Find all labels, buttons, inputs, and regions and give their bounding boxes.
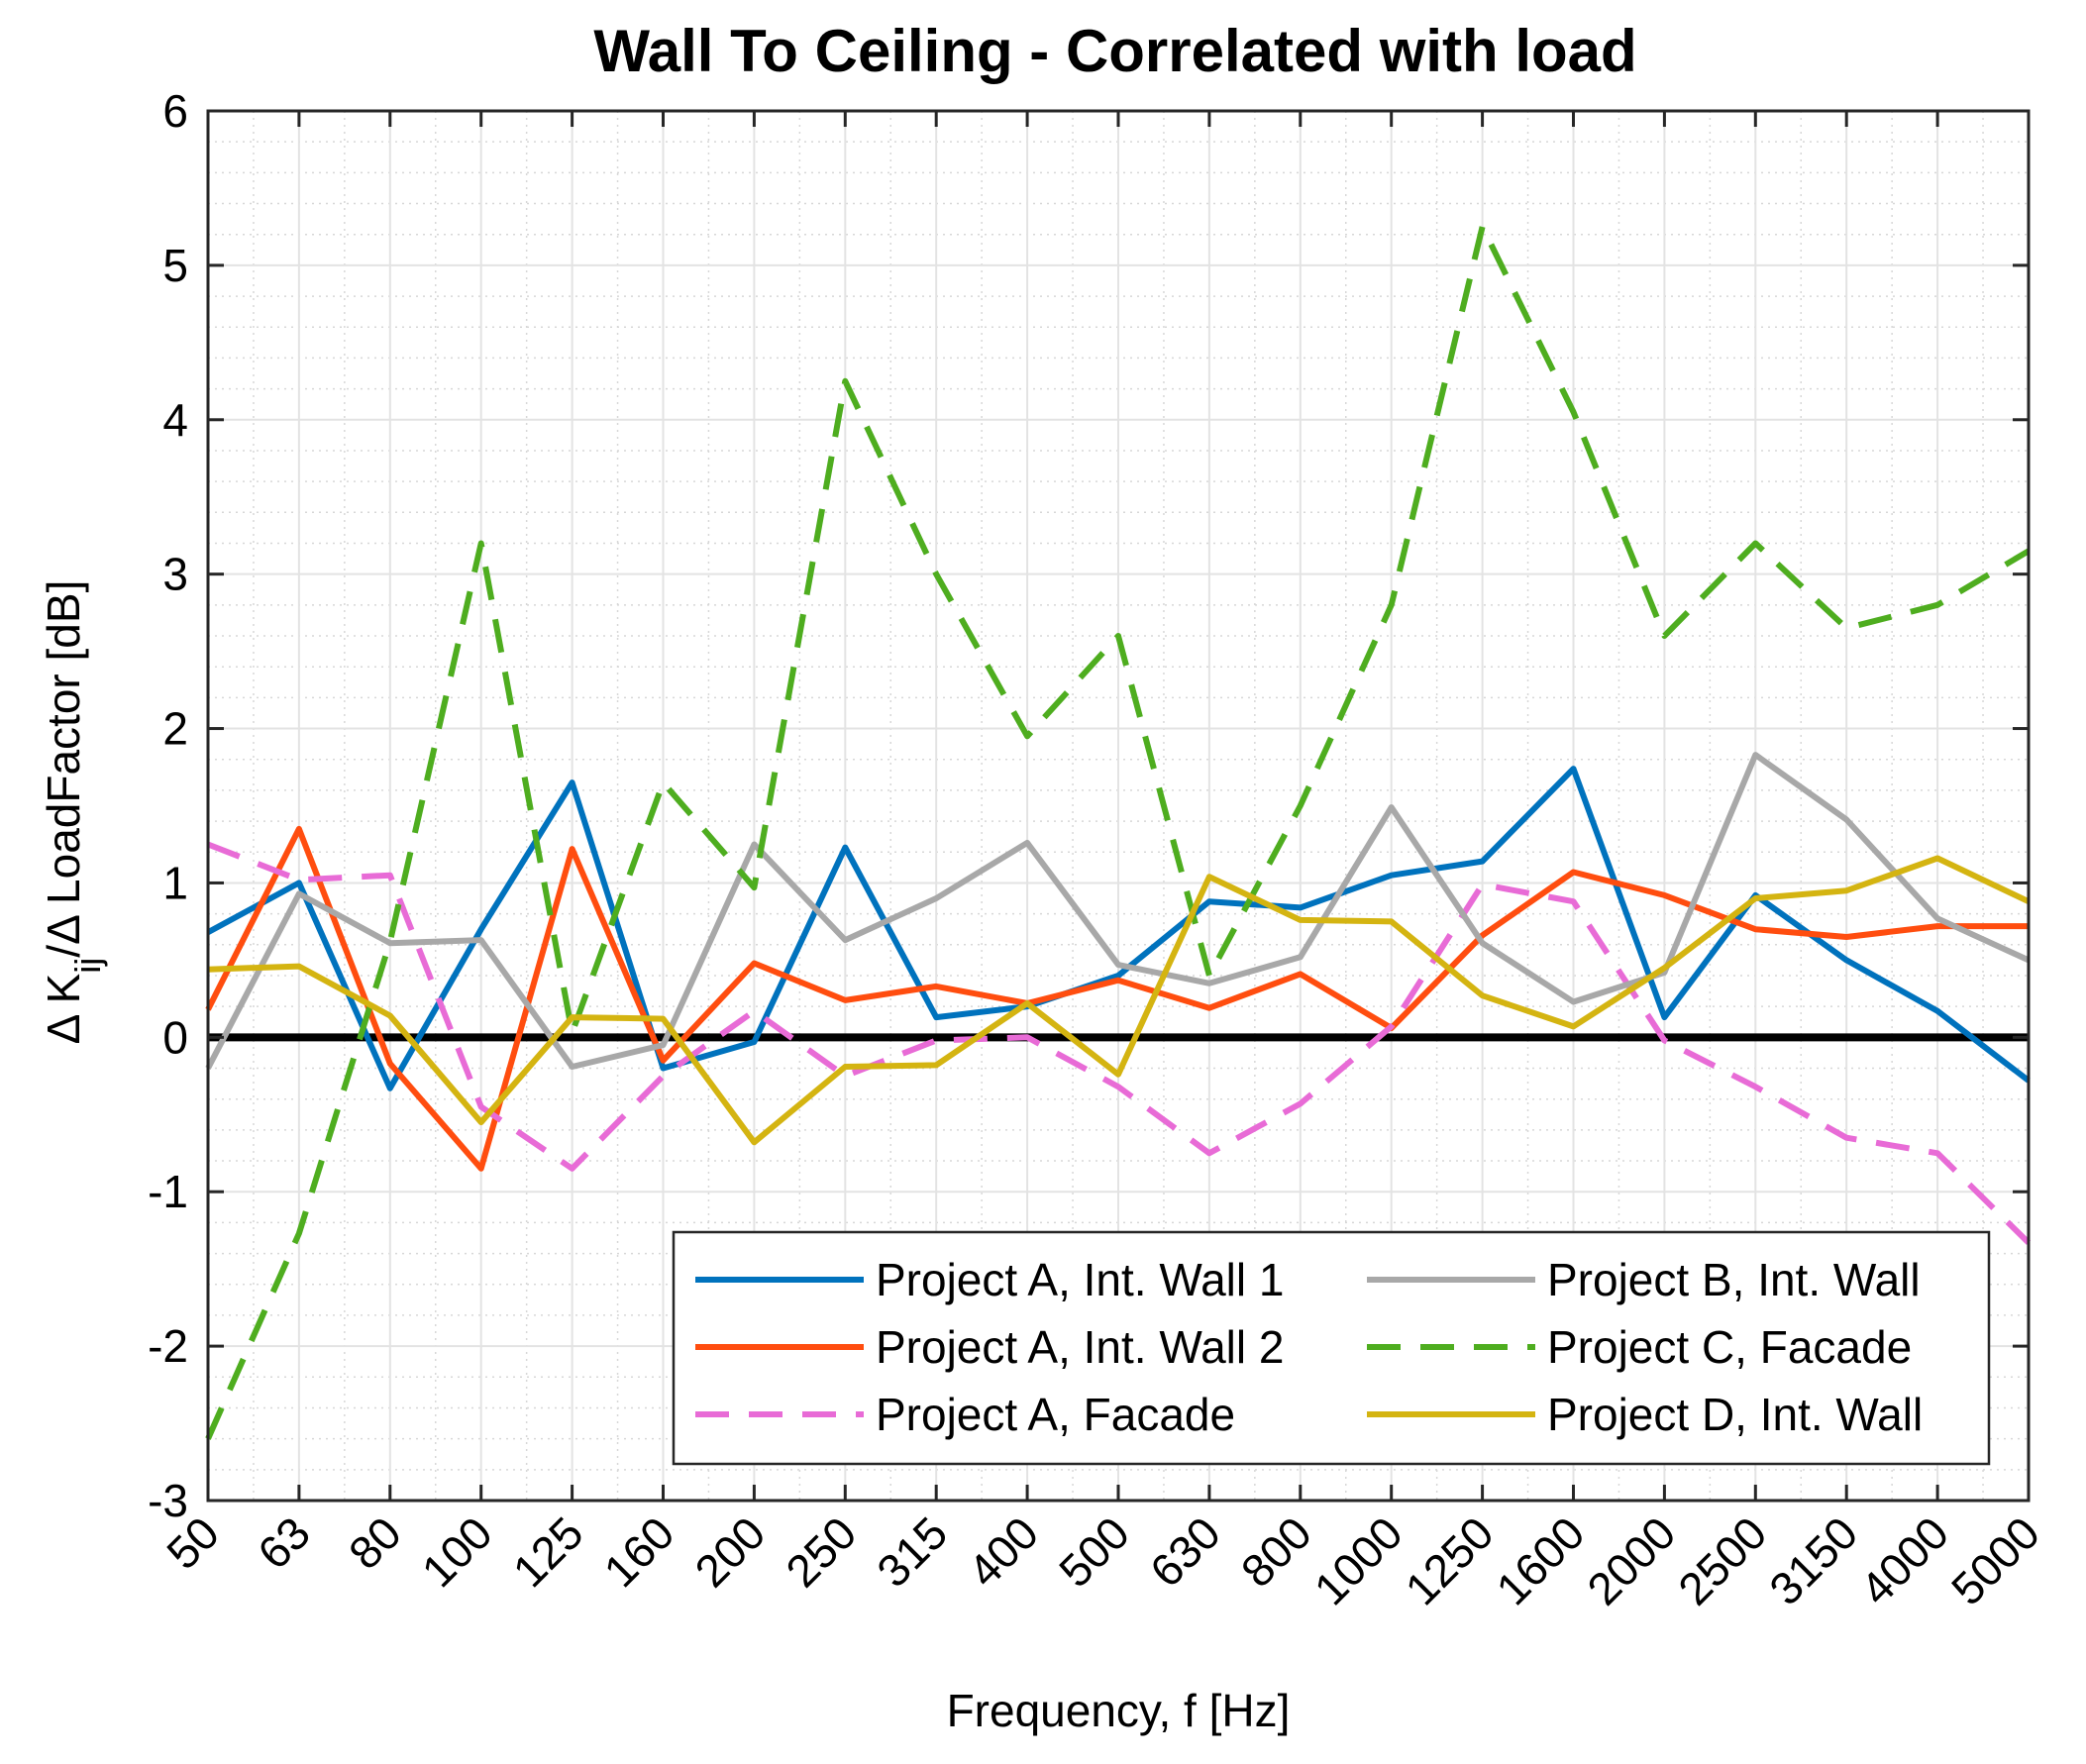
y-tick-label: -1 <box>148 1166 188 1217</box>
series-line-6 <box>207 855 2031 1146</box>
y-axis-label-part: Δ K <box>38 973 89 1044</box>
y-axis-label-part: /Δ LoadFactor [dB] <box>38 580 89 958</box>
y-tick-label: 0 <box>162 1011 188 1063</box>
legend-label: Project D, Int. Wall <box>1547 1389 1923 1440</box>
chart-title: Wall To Ceiling - Correlated with load <box>593 18 1636 84</box>
y-tick-label: 2 <box>162 703 188 755</box>
y-axis: -3 -2 -1 0 1 2 3 4 5 6 <box>148 85 2029 1526</box>
legend-box <box>672 1230 1991 1466</box>
y-tick-label: 6 <box>162 85 188 137</box>
y-tick-label: 4 <box>162 394 188 446</box>
y-axis-label-subscript: ij <box>67 958 108 974</box>
y-tick-label: 1 <box>162 857 188 908</box>
series-line-4 <box>205 752 2031 1070</box>
legend-label: Project C, Facade <box>1547 1321 1912 1373</box>
series-line-1 <box>206 766 2031 1091</box>
series-group <box>205 223 2032 1440</box>
legend: Project A, Int. Wall 1 Project A, Int. Wa… <box>672 1230 1991 1466</box>
y-tick-label: 5 <box>162 240 188 291</box>
legend-label: Project A, Int. Wall 2 <box>876 1321 1284 1373</box>
y-axis-label: Δ Kij/Δ LoadFactor [dB] <box>38 580 108 1045</box>
legend-label: Project B, Int. Wall <box>1547 1254 1921 1305</box>
y-tick-label: -2 <box>148 1320 188 1372</box>
y-tick-label: -3 <box>148 1475 188 1526</box>
x-axis-label: Frequency, f [Hz] <box>947 1685 1291 1736</box>
y-tick-label: 3 <box>162 549 188 600</box>
series-line-5 <box>205 223 2031 1440</box>
legend-label: Project A, Facade <box>876 1389 1235 1440</box>
series-line-3 <box>206 841 2032 1245</box>
legend-label: Project A, Int. Wall 1 <box>876 1254 1284 1305</box>
